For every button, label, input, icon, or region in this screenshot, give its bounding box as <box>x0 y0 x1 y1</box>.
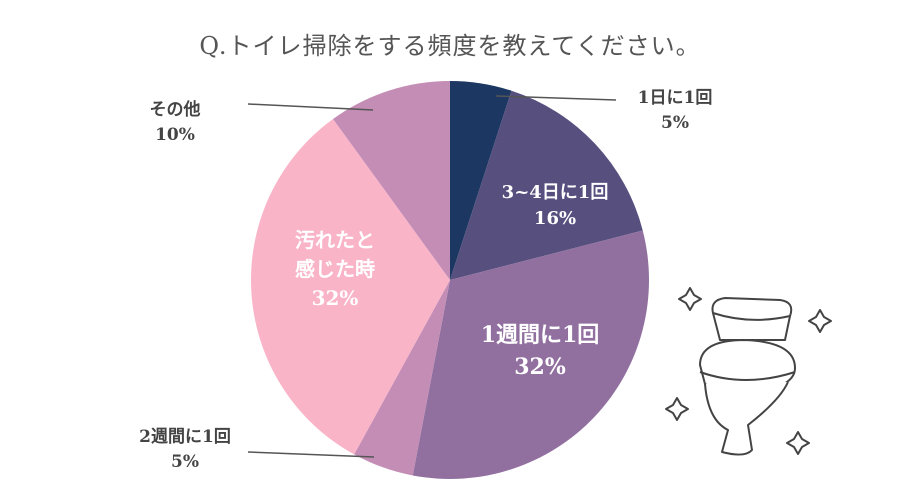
leader-line-2weeks <box>247 451 375 458</box>
label-text-line2: 感じた時 <box>295 257 375 281</box>
leader-line-other <box>247 103 374 111</box>
slice-label-1day: 1日に1回 5% <box>615 86 735 135</box>
label-value: 5% <box>661 112 689 133</box>
slice-label-1week: 1週間に1回 32% <box>455 320 625 384</box>
label-text: その他 <box>149 100 201 120</box>
chart-title: Q.トイレ掃除をする頻度を教えてください。 <box>199 32 701 60</box>
slice-label-3-4days: 3~4日に1回 16% <box>480 180 630 232</box>
label-value: 5% <box>171 451 199 472</box>
pie-slice-1 <box>450 90 643 281</box>
label-text: 1週間に1回 <box>480 322 600 348</box>
pie-slice-3 <box>354 280 450 476</box>
pie-slice-0 <box>450 81 512 280</box>
label-value: 32% <box>514 353 566 380</box>
label-text-line1: 汚れたと <box>295 228 375 252</box>
pie-slice-4 <box>250 119 450 455</box>
label-text: 1日に1回 <box>637 88 713 108</box>
slice-label-2weeks: 2週間に1回 5% <box>120 425 250 474</box>
slice-label-when-dirty: 汚れたと 感じた時 32% <box>265 226 405 313</box>
slice-label-other: その他 10% <box>130 98 220 147</box>
label-value: 16% <box>533 208 577 230</box>
pie-slice-5 <box>333 81 450 280</box>
leader-lines <box>247 95 617 458</box>
label-value: 32% <box>311 286 359 310</box>
label-text: 3~4日に1回 <box>501 182 609 203</box>
leader-line-1day <box>495 95 617 101</box>
label-text: 2週間に1回 <box>139 427 231 447</box>
label-value: 10% <box>155 124 195 145</box>
toilet-with-sparkles-icon <box>665 287 832 456</box>
pie-slice-2 <box>412 230 649 479</box>
